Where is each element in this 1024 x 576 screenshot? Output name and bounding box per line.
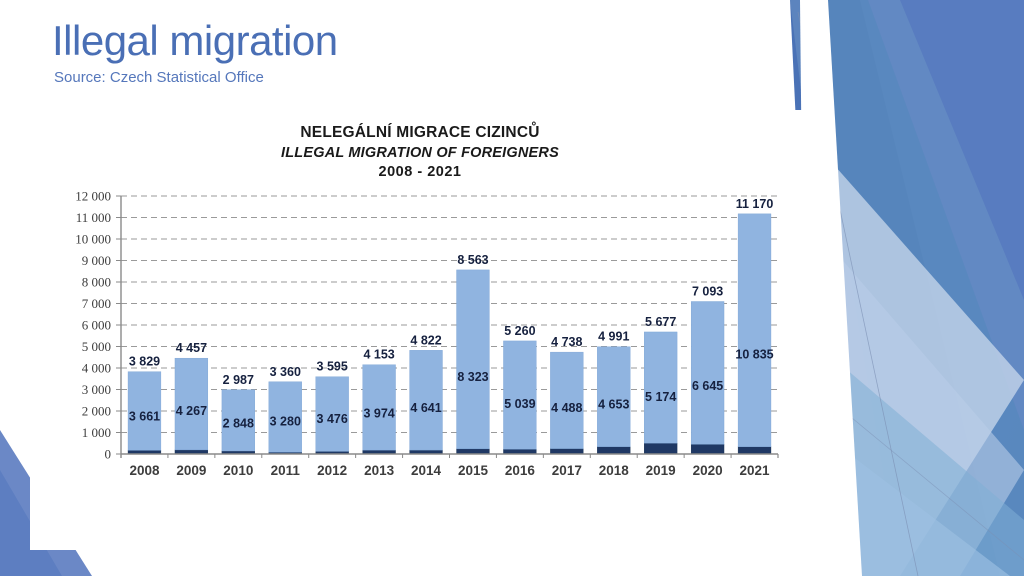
bar-total-label: 4 822 — [410, 333, 441, 347]
y-axis-tick-label: 6 000 — [82, 318, 111, 333]
bar-segment-illegal-stay — [644, 331, 678, 444]
x-axis-tick-label: 2012 — [317, 463, 347, 478]
bar-segment-label-illegal-stay: 4 267 — [176, 404, 207, 418]
chart-card: NELEGÁLNÍ MIGRACE CIZINCŮ ILLEGAL MIGRAT… — [30, 110, 810, 550]
chart-title-en: ILLEGAL MIGRATION OF FOREIGNERS — [281, 145, 559, 161]
bar-segment-illegal-stay — [456, 269, 490, 450]
y-axis-tick-label: 1 000 — [82, 425, 111, 440]
bar-segment-illegal-stay — [362, 364, 396, 451]
bar-total-label: 11 170 — [736, 197, 774, 211]
bar-segment-label-illegal-stay: 3 476 — [317, 412, 348, 426]
y-axis-tick-label: 3 000 — [82, 382, 111, 397]
bar-segment-illegal-stay — [737, 213, 772, 447]
bar-segment-across-borders — [690, 444, 725, 455]
bar-segment-across-borders — [644, 442, 678, 455]
x-axis-tick-label: 2015 — [458, 463, 489, 478]
page-title: Illegal migration — [52, 17, 338, 64]
chart-data-labels: 3 829 3 661 4 457 4 267 2 987 2 848 3 360 3 280… — [129, 197, 774, 431]
y-axis-tick-label: 10 000 — [75, 232, 111, 247]
bar-segment-across-borders — [456, 448, 490, 455]
x-axis-tick-label: 2021 — [740, 463, 771, 478]
bar-segment-label-illegal-stay: 4 653 — [598, 398, 629, 412]
bar-segment-label-illegal-stay: 2 848 — [223, 417, 254, 431]
y-axis-tick-label: 4 000 — [82, 361, 111, 376]
x-axis-tick-label: 2010 — [223, 463, 253, 478]
bar-segment-label-illegal-stay: 3 974 — [363, 407, 394, 421]
bar-segment-illegal-stay — [503, 340, 537, 450]
bar-total-label: 5 260 — [504, 324, 535, 338]
bar-segment-illegal-stay — [690, 301, 725, 445]
y-axis-tick-label: 11 000 — [76, 210, 111, 225]
page-subtitle-source: Source: Czech Statistical Office — [54, 69, 264, 86]
bar-total-label: 4 991 — [598, 330, 629, 344]
bar-segment-label-illegal-stay: 5 039 — [504, 397, 535, 411]
x-axis-tick-label: 2009 — [176, 463, 206, 478]
chart-x-axis: 2008 2009 2010 2011 2012 2013 2014 2015 2016 2017… — [120, 453, 779, 478]
bar-total-label: 4 457 — [176, 341, 207, 355]
x-axis-tick-label: 2013 — [364, 463, 395, 478]
bar-total-label: 5 677 — [645, 315, 676, 329]
x-axis-tick-label: 2017 — [552, 463, 582, 478]
x-axis-tick-label: 2008 — [129, 463, 160, 478]
chart-gridlines — [121, 195, 778, 433]
chart-title-cs: NELEGÁLNÍ MIGRACE CIZINCŮ — [300, 124, 540, 141]
bar-segment-across-borders — [597, 446, 631, 455]
bar-total-label: 8 563 — [457, 253, 488, 267]
bar-segment-illegal-stay — [221, 389, 255, 452]
bar-segment-illegal-stay — [174, 357, 209, 451]
bar-segment-label-illegal-stay: 8 323 — [457, 370, 488, 384]
y-axis-tick-label: 12 000 — [75, 189, 111, 204]
x-axis-tick-label: 2014 — [411, 463, 442, 478]
y-axis-tick-label: 0 — [105, 447, 112, 462]
bar-segment-label-illegal-stay: 3 280 — [270, 414, 301, 428]
bar-total-label: 7 093 — [692, 285, 723, 299]
bar-segment-illegal-stay — [597, 346, 631, 447]
x-axis-tick-label: 2018 — [599, 463, 630, 478]
bar-segment-illegal-stay — [268, 381, 302, 453]
y-axis-tick-label: 2 000 — [82, 404, 111, 419]
bar-segment-label-illegal-stay: 3 661 — [129, 409, 160, 423]
y-axis-tick-label: 5 000 — [82, 339, 111, 354]
bar-total-label: 2 987 — [223, 373, 254, 387]
x-axis-tick-label: 2020 — [693, 463, 723, 478]
bar-segment-label-illegal-stay: 6 645 — [692, 379, 723, 393]
chart-plot-area: 12 000 11 000 10 000 9 000 8 000 7 000 6 000 5 … — [30, 110, 810, 550]
chart-bars — [127, 213, 772, 455]
x-axis-tick-label: 2019 — [646, 463, 676, 478]
bar-total-label: 4 738 — [551, 335, 582, 349]
bar-segment-across-borders — [503, 449, 537, 455]
bar-segment-illegal-stay — [127, 371, 162, 451]
bar-segment-label-illegal-stay: 5 174 — [645, 390, 676, 404]
bar-total-label: 3 595 — [317, 360, 348, 374]
bar-segment-illegal-stay — [409, 350, 443, 451]
chart-title-block: NELEGÁLNÍ MIGRACE CIZINCŮ ILLEGAL MIGRAT… — [30, 110, 810, 180]
bar-segment-illegal-stay — [315, 376, 349, 452]
bar-segment-label-illegal-stay: 4 641 — [410, 401, 441, 415]
bar-chart-svg: 12 000 11 000 10 000 9 000 8 000 7 000 6 000 5 … — [75, 189, 779, 478]
bar-segment-label-illegal-stay: 10 835 — [735, 347, 773, 361]
y-axis-tick-label: 7 000 — [82, 296, 111, 311]
bar-segment-across-borders — [550, 448, 584, 455]
bar-total-label: 3 829 — [129, 355, 160, 369]
y-axis-tick-label: 9 000 — [82, 253, 111, 268]
y-axis-tick-label: 8 000 — [82, 275, 111, 290]
chart-y-axis: 12 000 11 000 10 000 9 000 8 000 7 000 6 000 5 … — [75, 189, 122, 462]
chart-period: 2008 - 2021 — [378, 164, 462, 180]
x-axis-tick-label: 2011 — [271, 463, 301, 478]
bar-total-label: 3 360 — [270, 365, 301, 379]
bar-total-label: 4 153 — [363, 348, 394, 362]
bar-segment-across-borders — [737, 446, 772, 455]
x-axis-tick-label: 2016 — [505, 463, 536, 478]
bar-segment-label-illegal-stay: 4 488 — [551, 401, 582, 415]
bar-segment-illegal-stay — [550, 351, 584, 449]
